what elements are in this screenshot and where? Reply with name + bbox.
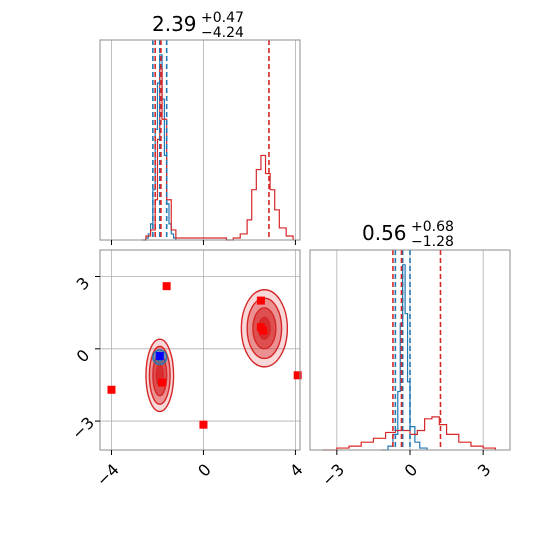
scatter-marker [293, 371, 302, 380]
marginal-x-quantile-lines [152, 40, 270, 240]
scatter-marker [259, 326, 268, 335]
panel-joint: −4 0 4 3 0 −3 [68, 249, 307, 490]
marginal-x-grid [111, 40, 296, 240]
scatter-marker [155, 352, 164, 361]
joint-contours [145, 289, 289, 413]
marginal-x-title: 2.39 [152, 12, 197, 36]
x-tick-label: −3 [318, 460, 348, 490]
hist-series-0 [380, 264, 428, 451]
y-tick-label: 0 [73, 346, 94, 367]
y-tick-label: −3 [68, 413, 98, 443]
hist-series-1 [141, 68, 294, 241]
marginal-x-series [141, 54, 294, 241]
joint-frame [99, 249, 301, 451]
marginal-y-series [322, 264, 496, 451]
marginal-y-title-minus: −1.28 [411, 234, 454, 250]
scatter-marker [256, 296, 265, 305]
x-tick-label: 4 [286, 460, 307, 481]
y-tick-label: 3 [73, 273, 94, 294]
x-tick-label: 0 [401, 460, 422, 481]
marginal-y-ticks: −3 0 3 [318, 450, 494, 490]
scatter-marker [162, 282, 171, 291]
scatter-marker [158, 378, 167, 387]
x-tick-label: 0 [194, 460, 215, 481]
marginal-x-frame [99, 39, 301, 241]
marginal-y-title-value: 0.56 [362, 221, 407, 245]
panel-marginal-y: −3 0 3 0.56 +0.68 −1.28 [309, 219, 511, 490]
scatter-marker [107, 385, 116, 394]
marginal-x-title-plus: +0.47 [201, 10, 244, 26]
marginal-x-title-minus: −4.24 [201, 25, 244, 41]
x-tick-label: 3 [474, 460, 495, 481]
panel-marginal-x: 2.39 +0.47 −4.24 [99, 10, 301, 245]
marginal-x-ticks [110, 240, 296, 245]
scatter-marker [199, 420, 208, 429]
x-tick-label: −4 [93, 460, 123, 490]
hist-series-1 [322, 416, 496, 451]
marginal-y-quantile-lines [392, 250, 442, 450]
marginal-y-title-plus: +0.68 [411, 219, 454, 235]
marginal-x-title-value: 2.39 [152, 12, 197, 36]
joint-markers [107, 282, 302, 429]
